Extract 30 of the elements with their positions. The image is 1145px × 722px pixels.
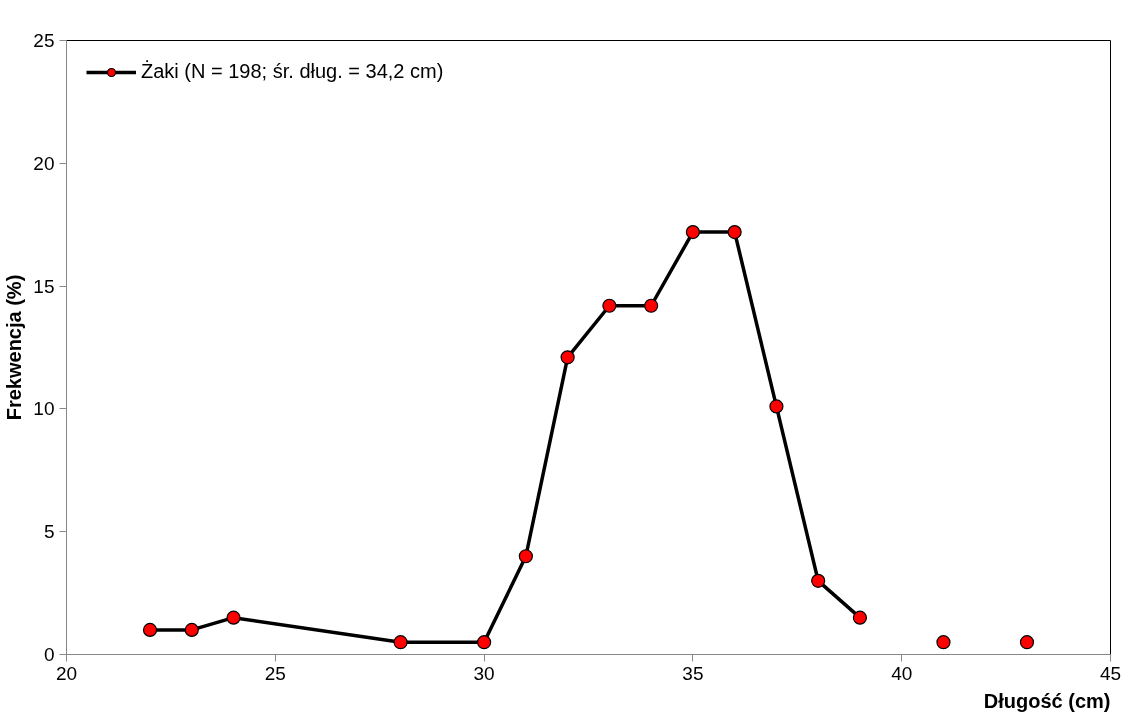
point [727,224,742,240]
point [393,635,408,650]
x-tick-label: 30 [473,662,495,684]
x-tick-label: 40 [891,662,913,684]
point [184,622,199,638]
point [142,622,158,638]
point [644,298,659,313]
point [769,399,784,414]
y-axis-title: Frekwencja (%) [3,274,26,421]
point [602,298,617,313]
y-tick-label: 15 [33,275,55,297]
point [560,350,575,365]
point [226,610,241,625]
x-tick-label: 35 [682,662,704,684]
point [518,549,533,564]
y-tick-label: 20 [33,152,55,174]
x-tick-label: 25 [264,662,286,684]
x-axis-title: Długość (cm) [983,689,1111,712]
point [685,224,700,240]
y-tick-label: 10 [33,398,55,420]
point [811,573,826,588]
legend-label: Żaki (N = 198; śr. dług. = 34,2 cm) [141,60,444,83]
point [852,610,868,625]
x-tick-label: 45 [1099,662,1122,684]
point [936,635,951,650]
y-tick-label: 5 [43,521,55,543]
y-tick-label: 0 [43,644,55,665]
point [477,635,492,650]
point [1019,635,1035,650]
y-tick-label: 25 [33,30,55,51]
